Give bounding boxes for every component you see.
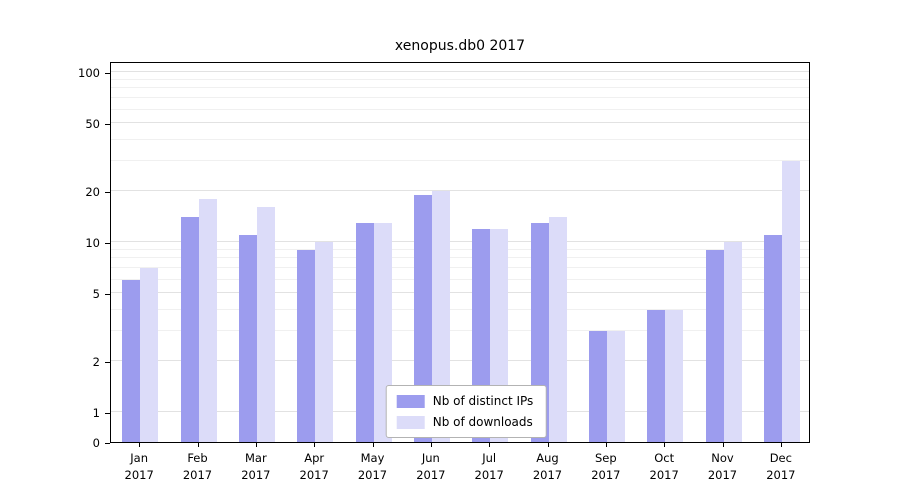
bar-nb-of-distinct-ips-jan-2017 <box>122 279 141 442</box>
bar-nb-of-downloads-nov-2017 <box>723 242 742 442</box>
bar-nb-of-downloads-oct-2017 <box>665 309 684 442</box>
x-tick-mark-jan-2017 <box>139 443 141 447</box>
bar-nb-of-distinct-ips-jun-2017 <box>413 194 432 442</box>
bar-nb-of-distinct-ips-sep-2017 <box>588 330 607 442</box>
legend-label-downloads: Nb of downloads <box>432 415 533 429</box>
x-tick-label-feb-2017: Feb 2017 <box>182 451 213 482</box>
y-tick-mark-2 <box>105 361 110 363</box>
bar-nb-of-distinct-ips-nov-2017 <box>705 249 724 442</box>
x-tick-mark-sep-2017 <box>605 443 607 447</box>
x-tick-label-mar-2017: Mar 2017 <box>241 451 271 482</box>
x-tick-mark-may-2017 <box>372 443 374 447</box>
bar-nb-of-downloads-dec-2017 <box>781 160 800 442</box>
chart-title: xenopus.db0 2017 <box>394 38 526 54</box>
x-tick-label-jan-2017: Jan 2017 <box>124 451 154 482</box>
bar-nb-of-distinct-ips-apr-2017 <box>297 249 316 442</box>
gridline-major-2 <box>111 359 809 361</box>
gridline-minor-8 <box>111 257 809 259</box>
x-tick-mark-jun-2017 <box>430 443 432 447</box>
legend-swatch-distinct-ips <box>396 394 425 408</box>
bar-nb-of-distinct-ips-feb-2017 <box>180 217 199 442</box>
x-tick-mark-mar-2017 <box>255 443 257 447</box>
bar-nb-of-distinct-ips-oct-2017 <box>647 309 666 442</box>
gridline-minor-60 <box>111 108 809 110</box>
y-tick-mark-50 <box>105 124 110 126</box>
legend-entry-distinct-ips: Nb of distinct IPs <box>396 394 534 408</box>
y-tick-label-0: 0 <box>92 436 100 450</box>
gridline-minor-6 <box>111 278 809 280</box>
legend: Nb of distinct IPs Nb of downloads <box>385 385 547 438</box>
gridline-minor-3 <box>111 329 809 331</box>
gridline-minor-7 <box>111 267 809 269</box>
gridline-major-50 <box>111 122 809 124</box>
x-tick-label-jun-2017: Jun 2017 <box>416 451 446 482</box>
x-tick-label-dec-2017: Dec 2017 <box>766 451 796 482</box>
x-tick-label-nov-2017: Nov 2017 <box>707 451 738 482</box>
y-tick-mark-1 <box>105 413 110 414</box>
y-tick-mark-5 <box>105 294 110 296</box>
gridline-minor-90 <box>111 78 809 80</box>
y-tick-mark-10 <box>105 243 110 244</box>
x-tick-mark-dec-2017 <box>780 443 782 447</box>
x-tick-mark-jul-2017 <box>489 443 491 447</box>
x-tick-mark-aug-2017 <box>547 443 549 447</box>
x-tick-label-oct-2017: Oct 2017 <box>649 451 679 482</box>
x-tick-mark-feb-2017 <box>197 443 199 447</box>
bar-nb-of-distinct-ips-dec-2017 <box>763 234 782 442</box>
bar-nb-of-downloads-jun-2017 <box>431 190 450 442</box>
legend-swatch-downloads <box>396 415 425 429</box>
y-tick-label-100: 100 <box>78 66 100 80</box>
x-tick-label-aug-2017: Aug 2017 <box>532 451 563 482</box>
x-tick-mark-oct-2017 <box>664 443 666 447</box>
y-tick-label-50: 50 <box>85 117 100 132</box>
bar-nb-of-distinct-ips-mar-2017 <box>238 234 257 442</box>
x-tick-label-jul-2017: Jul 2017 <box>474 451 504 482</box>
x-tick-mark-nov-2017 <box>722 443 724 447</box>
legend-label-distinct-ips: Nb of distinct IPs <box>432 394 534 408</box>
gridline-minor-4 <box>111 308 809 310</box>
gridline-minor-80 <box>111 87 809 89</box>
bar-nb-of-downloads-apr-2017 <box>315 242 334 442</box>
gridline-major-100 <box>111 71 809 72</box>
bar-nb-of-downloads-feb-2017 <box>198 198 217 442</box>
gridline-minor-40 <box>111 138 809 140</box>
gridline-major-20 <box>111 189 809 191</box>
gridline-minor-9 <box>111 248 809 250</box>
bar-nb-of-downloads-mar-2017 <box>256 207 275 442</box>
y-tick-label-10: 10 <box>85 236 100 250</box>
x-tick-mark-apr-2017 <box>314 443 316 447</box>
x-tick-label-sep-2017: Sep 2017 <box>591 451 621 482</box>
y-tick-mark-0 <box>105 443 110 444</box>
y-tick-label-5: 5 <box>92 287 100 302</box>
bar-nb-of-downloads-sep-2017 <box>606 330 625 442</box>
bar-nb-of-downloads-jan-2017 <box>140 268 159 442</box>
plot-area <box>110 62 810 443</box>
gridline-minor-70 <box>111 97 809 99</box>
x-tick-label-may-2017: May 2017 <box>357 451 388 482</box>
y-tick-mark-20 <box>105 191 110 193</box>
bar-nb-of-downloads-aug-2017 <box>548 217 567 442</box>
y-tick-mark-100 <box>105 73 110 74</box>
bar-nb-of-distinct-ips-may-2017 <box>355 222 374 442</box>
y-tick-label-20: 20 <box>85 184 100 199</box>
y-tick-label-1: 1 <box>92 406 100 420</box>
legend-entry-downloads: Nb of downloads <box>396 415 534 429</box>
gridline-minor-30 <box>111 159 809 161</box>
gridline-major-5 <box>111 292 809 294</box>
gridline-major-10 <box>111 241 809 242</box>
y-tick-label-2: 2 <box>92 354 100 369</box>
x-tick-label-apr-2017: Apr 2017 <box>299 451 329 482</box>
